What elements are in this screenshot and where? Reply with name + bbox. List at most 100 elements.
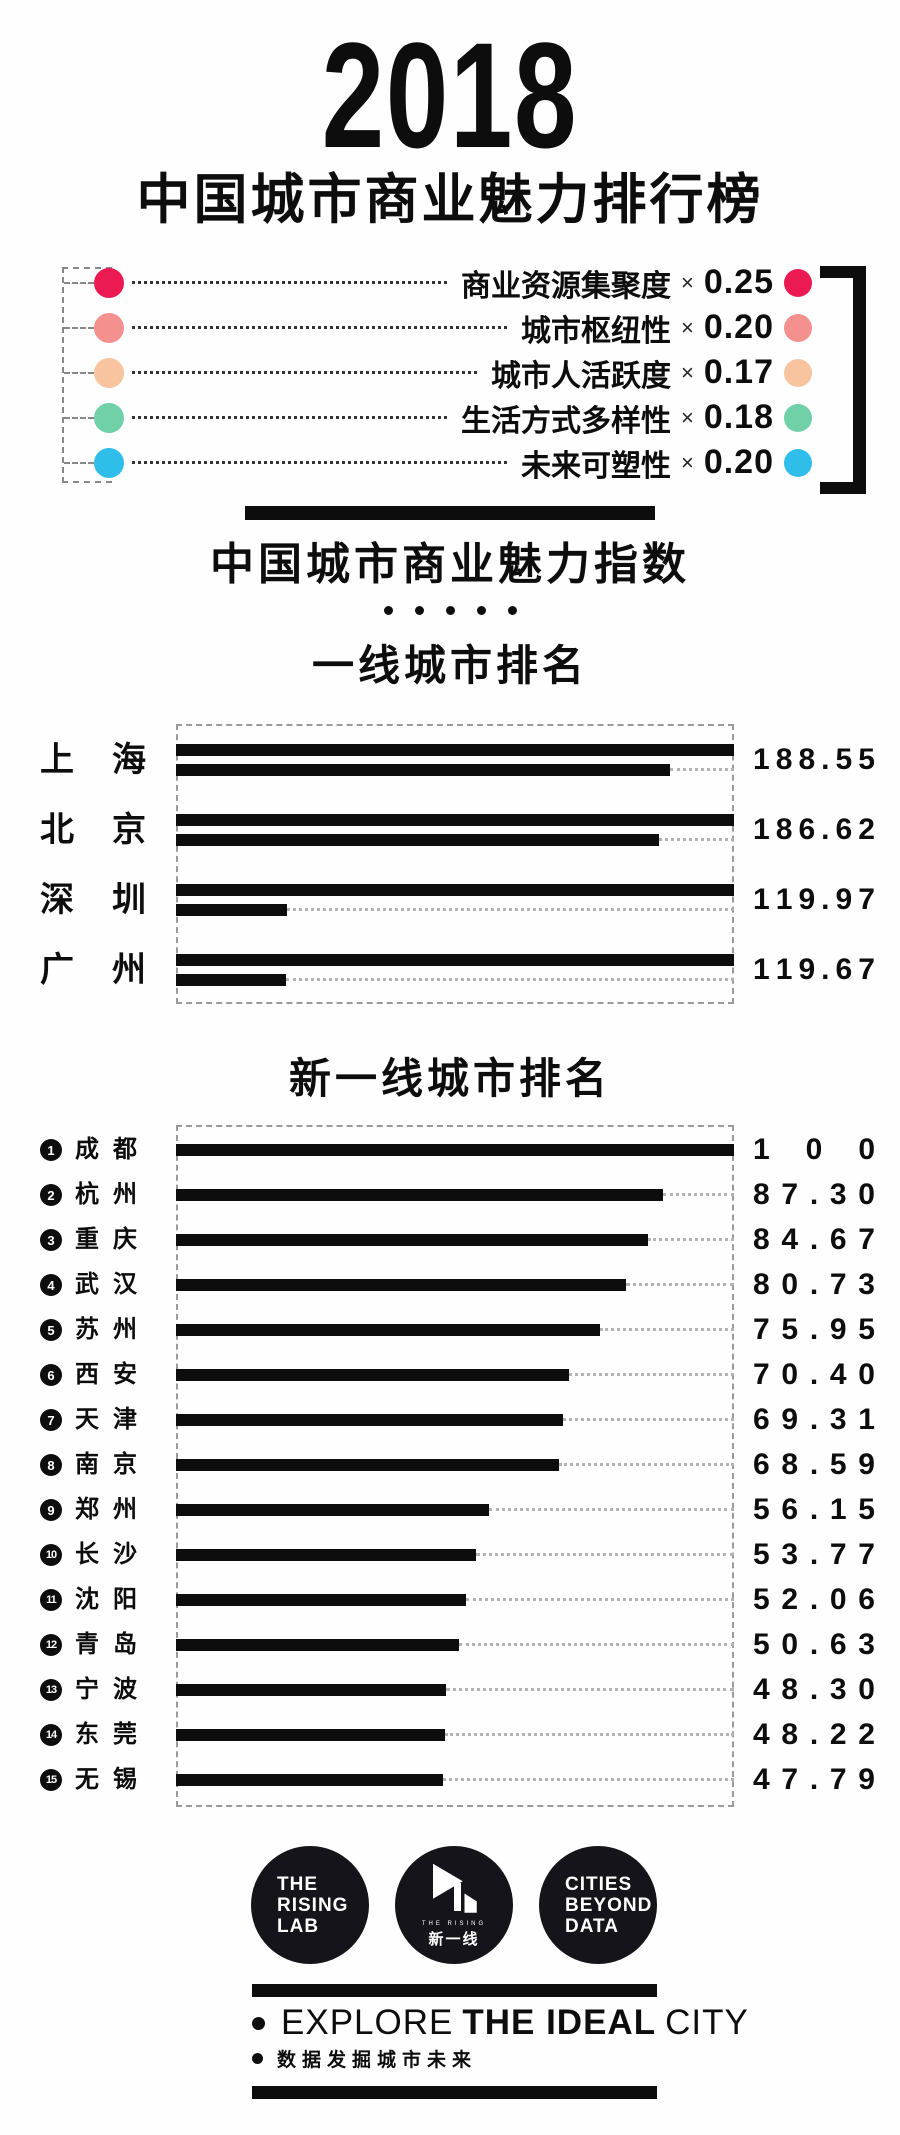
rank-badge: 13 <box>40 1679 62 1701</box>
leader-line <box>600 1328 734 1331</box>
title-year-text: 2018 <box>321 11 579 179</box>
rank-badge: 15 <box>40 1769 62 1791</box>
separator-dot-icon <box>445 605 455 615</box>
legend-right-bracket <box>820 266 866 494</box>
legend-label: 未来可塑性 <box>520 449 671 483</box>
index-bar-base <box>176 954 734 966</box>
city-label: 天津 <box>75 1406 137 1433</box>
index-bar-overflow <box>176 764 670 776</box>
multiply-sign: × <box>680 404 694 430</box>
slogan-cn: 数据发掘城市未来 <box>252 2044 477 2072</box>
city-label: 重庆 <box>75 1226 137 1253</box>
city-label: 深圳 <box>40 881 146 919</box>
logo-cities-beyond-data: CITIES BEYOND DATA <box>539 1846 657 1964</box>
leader-line <box>466 1598 734 1601</box>
rank-badge: 7 <box>40 1409 62 1431</box>
dotted-leader <box>132 281 447 284</box>
rank-badge: 1 <box>40 1139 62 1161</box>
multiply-sign: × <box>680 314 694 340</box>
leader-line <box>445 1733 734 1736</box>
index-bar <box>176 1729 445 1741</box>
slogan-en-prefix: EXPLORE <box>281 2003 454 2042</box>
city-label: 苏州 <box>75 1316 137 1343</box>
rank-badge: 2 <box>40 1184 62 1206</box>
legend-dot-icon <box>94 402 124 433</box>
leader-line <box>476 1553 734 1556</box>
separator-dot-icon <box>383 605 393 615</box>
slogan-en-emphasis: THE IDEAL <box>462 2003 657 2042</box>
dotted-leader <box>132 371 477 374</box>
city-label: 郑州 <box>75 1496 137 1523</box>
dashed-connector <box>64 326 94 329</box>
dashed-connector <box>64 371 94 374</box>
legend-dot-icon <box>94 267 124 298</box>
leader-line <box>670 768 734 771</box>
tier2-chart-title: 新一线城市排名 <box>288 1054 611 1102</box>
leader-line <box>626 1283 734 1286</box>
title-main: 中国城市商业魅力排行榜 <box>136 169 764 230</box>
legend-weight: 0.18 <box>703 398 774 436</box>
leader-line <box>663 1193 734 1196</box>
dashed-connector <box>64 281 94 284</box>
leader-line <box>648 1238 734 1241</box>
index-bar <box>176 1144 734 1156</box>
rank-badge: 6 <box>40 1364 62 1386</box>
city-label: 青岛 <box>75 1631 137 1658</box>
dotted-leader <box>132 326 507 329</box>
index-bar-overflow <box>176 974 286 986</box>
leader-line <box>563 1418 734 1421</box>
index-bar <box>176 1369 569 1381</box>
legend-dot-icon <box>94 312 124 343</box>
legend-row: 城市枢纽性 × 0.20 <box>64 305 812 350</box>
leader-line <box>286 978 734 981</box>
logo-the-rising-lab: THE RISING LAB <box>251 1846 369 1964</box>
legend-row: 未来可塑性 × 0.20 <box>64 440 812 485</box>
legend-label: 生活方式多样性 <box>460 404 671 438</box>
index-bar <box>176 1234 648 1246</box>
rising-buildings-icon <box>433 1863 477 1913</box>
bullet-icon <box>252 2052 263 2064</box>
index-bar-base <box>176 814 734 826</box>
logo-small-text: THE RISING <box>421 1920 487 1927</box>
index-bar <box>176 1549 476 1561</box>
legend-weight: 0.25 <box>703 263 774 301</box>
legend-weight: 0.20 <box>703 443 774 481</box>
leader-line <box>459 1643 734 1646</box>
leader-line <box>287 908 734 911</box>
dotted-leader <box>132 416 447 419</box>
city-label: 北京 <box>40 811 146 849</box>
legend-row: 城市人活跃度 × 0.17 <box>64 350 812 395</box>
city-label: 广州 <box>40 951 146 989</box>
city-label: 无锡 <box>75 1766 137 1793</box>
title-year: 2018 <box>0 20 900 170</box>
logo-text: DATA <box>565 1915 619 1937</box>
multiply-sign: × <box>680 269 694 295</box>
legend-label: 商业资源集聚度 <box>460 269 671 303</box>
city-label: 沈阳 <box>75 1586 137 1613</box>
leader-line <box>443 1778 734 1781</box>
leader-line <box>659 838 734 841</box>
rank-badge: 10 <box>40 1544 62 1566</box>
legend-dot-icon <box>784 268 812 297</box>
legend-dot-icon <box>784 448 812 477</box>
tier1-chart-title: 一线城市排名 <box>311 641 588 689</box>
city-label: 宁波 <box>75 1676 137 1703</box>
index-bar <box>176 1189 663 1201</box>
dots-separator <box>0 596 900 624</box>
footer-top-bar <box>252 1984 657 1997</box>
slogan-cn-text: 数据发掘城市未来 <box>277 2049 478 2071</box>
